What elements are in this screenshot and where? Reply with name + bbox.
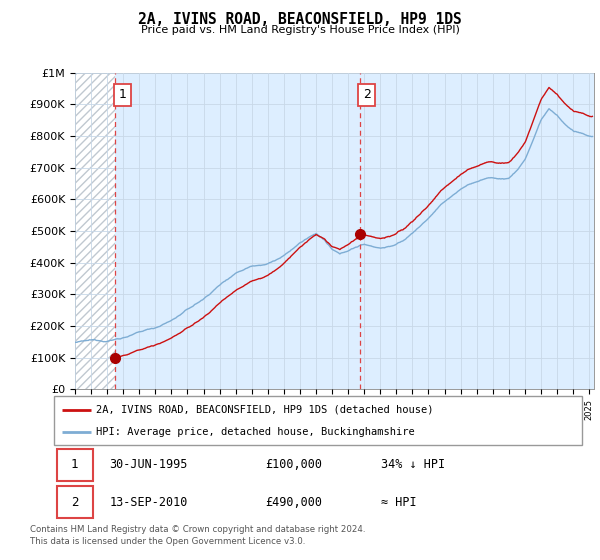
Bar [56,449,92,480]
Text: 34% ↓ HPI: 34% ↓ HPI [382,459,445,472]
Text: £100,000: £100,000 [265,459,322,472]
Text: ≈ HPI: ≈ HPI [382,496,417,508]
Text: Contains HM Land Registry data © Crown copyright and database right 2024.
This d: Contains HM Land Registry data © Crown c… [30,525,365,546]
Text: 2A, IVINS ROAD, BEACONSFIELD, HP9 1DS (detached house): 2A, IVINS ROAD, BEACONSFIELD, HP9 1DS (d… [96,405,434,415]
Text: 1: 1 [118,88,126,101]
Text: 1: 1 [71,459,79,472]
Text: £490,000: £490,000 [265,496,322,508]
Text: 30-JUN-1995: 30-JUN-1995 [109,459,188,472]
Text: Price paid vs. HM Land Registry's House Price Index (HPI): Price paid vs. HM Land Registry's House … [140,25,460,35]
Text: 2: 2 [363,88,371,101]
Text: 2: 2 [71,496,79,508]
Text: HPI: Average price, detached house, Buckinghamshire: HPI: Average price, detached house, Buck… [96,427,415,437]
Bar [56,487,92,518]
Text: 2A, IVINS ROAD, BEACONSFIELD, HP9 1DS: 2A, IVINS ROAD, BEACONSFIELD, HP9 1DS [138,12,462,27]
Bar [75,73,115,389]
Text: 13-SEP-2010: 13-SEP-2010 [109,496,188,508]
